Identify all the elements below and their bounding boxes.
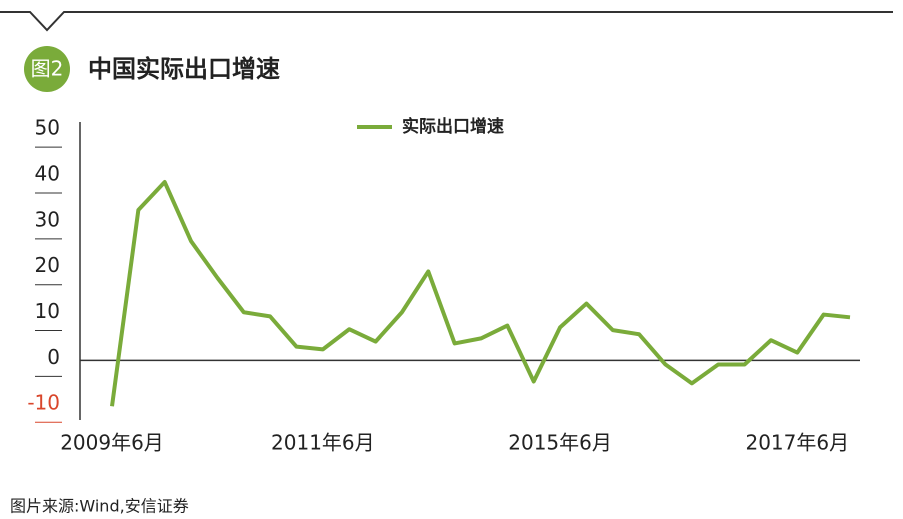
x-tick-label: 2009年6月 <box>60 431 164 455</box>
data-line <box>110 180 851 407</box>
chart-title: 中国实际出口增速 <box>88 55 280 83</box>
y-tick-label: 30 <box>35 207 60 231</box>
y-tick-label: 40 <box>35 162 60 186</box>
legend-label: 实际出口增速 <box>402 116 504 137</box>
header-rule <box>0 11 893 32</box>
x-tick-label: 2017年6月 <box>745 431 849 455</box>
badge-circle <box>24 46 70 92</box>
y-tick-label: 20 <box>35 253 60 277</box>
y-tick-label: 10 <box>35 299 60 323</box>
source-note: 图片来源:Wind,安信证券 <box>10 497 189 516</box>
y-tick-label: 50 <box>35 116 60 140</box>
y-tick-label: 0 <box>47 345 60 369</box>
badge-text: 图2 <box>31 57 64 81</box>
y-tick-label: -10 <box>27 391 60 415</box>
x-tick-label: 2011年6月 <box>271 431 375 455</box>
x-tick-label: 2015年6月 <box>508 431 612 455</box>
